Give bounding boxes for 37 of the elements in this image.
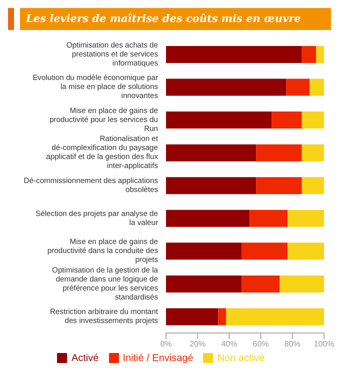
legend-label: Non activé xyxy=(217,353,265,364)
bar xyxy=(316,46,324,63)
bar xyxy=(226,308,324,326)
bar xyxy=(166,242,242,260)
x-tick-label: 40% xyxy=(221,340,238,349)
bar xyxy=(166,112,272,129)
bar xyxy=(166,78,286,96)
x-tick-label: 60% xyxy=(252,340,269,349)
legend-label: Activé xyxy=(71,353,99,364)
bar xyxy=(166,46,302,63)
bar xyxy=(250,210,288,227)
bar xyxy=(166,275,242,292)
bar xyxy=(242,242,288,260)
bar xyxy=(272,112,302,129)
bar xyxy=(166,144,256,162)
bar xyxy=(218,308,226,326)
bar xyxy=(286,78,310,96)
bar xyxy=(288,210,324,227)
bar xyxy=(242,275,280,292)
chart-title: Les leviers de maîtrise des coûts mis en œuvre xyxy=(20,8,331,30)
x-tick-label: 100% xyxy=(314,340,334,349)
bar xyxy=(166,177,256,194)
bar xyxy=(256,177,302,194)
bar xyxy=(280,275,324,292)
x-tick-label: 20% xyxy=(190,340,206,349)
bar xyxy=(256,144,302,162)
x-tick-label: 80% xyxy=(284,340,300,349)
bar xyxy=(302,112,324,129)
bar xyxy=(288,242,324,260)
bar xyxy=(302,144,324,162)
bar xyxy=(302,46,316,63)
bar xyxy=(310,78,324,96)
x-tick-label: 0% xyxy=(160,340,172,349)
bar xyxy=(166,210,250,227)
legend-label: Initié / Envisagé xyxy=(122,353,194,364)
bar xyxy=(302,177,324,194)
bar xyxy=(166,308,218,326)
